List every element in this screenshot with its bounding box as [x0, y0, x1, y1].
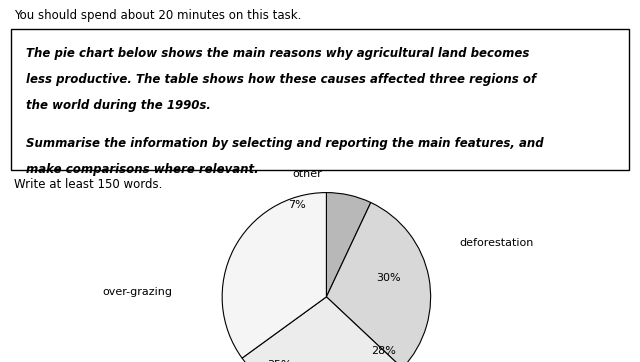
Title: Causes of worldwide land degradation: Causes of worldwide land degradation — [162, 78, 491, 93]
Text: You should spend about 20 minutes on this task.: You should spend about 20 minutes on thi… — [14, 9, 301, 22]
Text: The pie chart below shows the main reasons why agricultural land becomes: The pie chart below shows the main reaso… — [26, 47, 529, 60]
Text: 30%: 30% — [377, 273, 401, 283]
Text: Summarise the information by selecting and reporting the main features, and: Summarise the information by selecting a… — [26, 137, 543, 150]
Wedge shape — [222, 193, 326, 358]
Text: Write at least 150 words.: Write at least 150 words. — [14, 178, 163, 191]
Text: 28%: 28% — [371, 346, 396, 356]
Text: 7%: 7% — [289, 200, 306, 210]
Text: over-grazing: over-grazing — [102, 287, 172, 296]
Wedge shape — [326, 202, 431, 362]
Text: deforestation: deforestation — [460, 237, 534, 248]
Wedge shape — [242, 297, 403, 362]
Text: other: other — [292, 169, 323, 179]
Wedge shape — [326, 193, 371, 297]
Text: the world during the 1990s.: the world during the 1990s. — [26, 99, 211, 112]
Text: make comparisons where relevant.: make comparisons where relevant. — [26, 163, 258, 176]
Text: less productive. The table shows how these causes affected three regions of: less productive. The table shows how the… — [26, 73, 536, 86]
Text: 35%: 35% — [267, 359, 292, 362]
